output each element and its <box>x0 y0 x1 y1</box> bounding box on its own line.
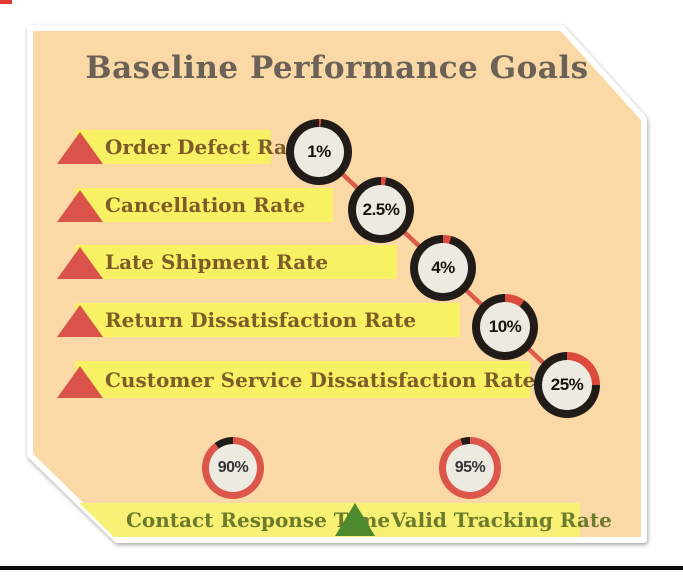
gauge-donut: 90% <box>202 437 264 499</box>
gauge-label: Valid Tracking Rate <box>391 508 612 532</box>
metric-value: 4% <box>418 243 468 293</box>
metric-donut: 4% <box>410 235 476 301</box>
metric-value: 25% <box>542 360 592 410</box>
warning-triangle-icon <box>57 247 103 279</box>
warning-triangle-icon <box>57 190 103 222</box>
metric-donut: 2.5% <box>348 177 414 243</box>
metric-label: Order Defect Rate <box>105 135 309 159</box>
metric-label: Late Shipment Rate <box>105 250 329 274</box>
warning-triangle-icon <box>57 305 103 337</box>
metric-row: Order Defect Rate <box>57 130 309 164</box>
warning-triangle-icon <box>57 366 103 398</box>
top-red-accent-mark <box>0 0 12 4</box>
gauge-value: 95% <box>446 444 494 492</box>
metric-value: 10% <box>480 302 530 352</box>
warning-triangle-icon <box>57 132 103 164</box>
up-triangle-icon <box>335 503 375 536</box>
bottom-highlight-bar: Contact Response Time Valid Tracking Rat… <box>62 503 612 537</box>
metric-row: Cancellation Rate <box>57 188 333 222</box>
metric-row: Customer Service Dissatisfaction Rate <box>57 361 535 398</box>
metric-donut: 25% <box>534 352 600 418</box>
metric-row: Return Dissatisfaction Rate <box>57 303 460 337</box>
metric-donut: 1% <box>286 119 352 185</box>
metric-row: Late Shipment Rate <box>57 245 397 279</box>
metric-label: Customer Service Dissatisfaction Rate <box>105 367 536 392</box>
metric-label: Cancellation Rate <box>105 193 306 217</box>
page-title: Baseline Performance Goals <box>85 50 589 86</box>
metric-value: 1% <box>294 127 344 177</box>
gauge-value: 90% <box>209 444 257 492</box>
metric-donut: 10% <box>472 294 538 360</box>
gauge-donut: 95% <box>439 437 501 499</box>
bottom-border-line <box>0 566 683 570</box>
metric-label: Return Dissatisfaction Rate <box>105 308 417 332</box>
metric-value: 2.5% <box>356 185 406 235</box>
